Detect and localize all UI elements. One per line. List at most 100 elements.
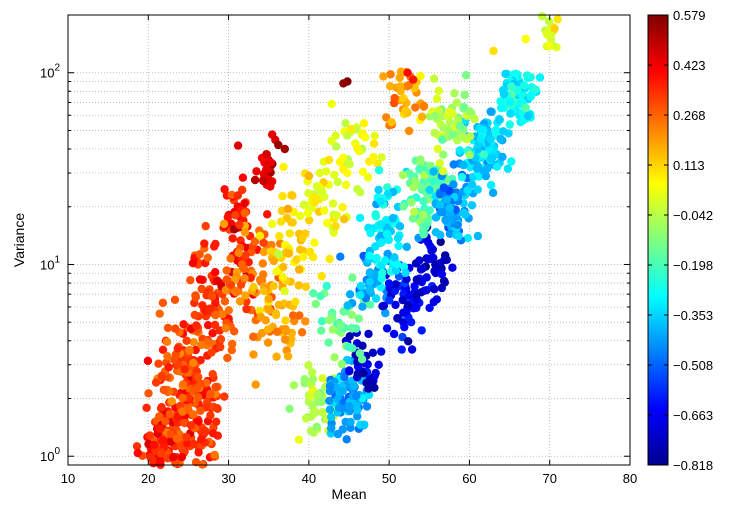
data-point	[156, 459, 165, 468]
data-point	[376, 220, 385, 229]
data-point	[189, 439, 199, 449]
colorbar-tick-label: −0.042	[673, 208, 713, 223]
data-point	[457, 133, 467, 142]
data-point	[348, 273, 357, 282]
data-point	[339, 79, 348, 88]
data-point	[201, 221, 210, 231]
data-point	[185, 345, 194, 355]
colorbar-tick-label: 0.423	[673, 58, 706, 73]
data-point	[457, 172, 467, 182]
data-point	[299, 252, 308, 262]
data-point	[203, 321, 213, 330]
data-point	[523, 111, 533, 121]
data-point	[427, 246, 436, 255]
data-point	[216, 335, 226, 344]
data-point	[513, 85, 522, 95]
data-point	[223, 353, 232, 363]
data-point	[323, 218, 332, 228]
data-point	[292, 255, 301, 264]
data-point	[279, 262, 288, 272]
data-point	[159, 385, 168, 395]
data-point	[383, 249, 392, 259]
data-point	[208, 429, 218, 438]
data-point	[364, 329, 373, 339]
data-point	[431, 213, 441, 222]
data-point	[453, 220, 462, 230]
data-point	[259, 286, 269, 296]
data-point	[223, 213, 232, 222]
data-point	[191, 458, 201, 467]
data-point	[259, 176, 268, 186]
data-point	[386, 82, 395, 91]
data-point	[473, 162, 483, 171]
data-point	[382, 223, 391, 232]
data-point	[194, 393, 203, 402]
x-tick-label: 30	[221, 471, 235, 486]
data-point	[263, 338, 273, 347]
y-axis-label: Variance	[11, 213, 27, 267]
data-point	[419, 197, 428, 206]
data-point	[237, 260, 247, 269]
data-point	[432, 94, 442, 104]
data-point	[497, 103, 506, 113]
data-point	[188, 259, 198, 268]
data-point	[431, 228, 441, 237]
data-point	[439, 150, 448, 159]
data-point	[283, 204, 293, 214]
data-point	[250, 175, 260, 185]
data-point	[430, 128, 439, 138]
data-point	[391, 280, 400, 289]
data-point	[317, 317, 327, 326]
data-point	[332, 142, 341, 151]
data-point	[334, 403, 344, 412]
data-point	[203, 253, 212, 262]
data-point	[371, 212, 381, 221]
data-point	[325, 405, 335, 414]
data-point	[220, 392, 229, 401]
data-point	[491, 125, 501, 134]
data-point	[222, 275, 232, 284]
data-point	[172, 434, 181, 443]
data-point	[429, 253, 438, 262]
data-point	[437, 270, 447, 279]
data-point	[363, 173, 373, 182]
data-point	[442, 195, 451, 204]
data-point	[143, 356, 153, 365]
data-point	[300, 378, 309, 388]
data-point	[353, 406, 362, 415]
data-point	[211, 382, 220, 392]
data-point	[271, 310, 281, 320]
data-point	[325, 382, 335, 391]
data-point	[275, 232, 284, 241]
x-tick-label: 10	[61, 471, 75, 486]
data-point	[383, 183, 392, 192]
data-point	[553, 15, 562, 24]
data-point	[324, 155, 334, 165]
data-point	[169, 452, 178, 462]
data-point	[332, 211, 341, 220]
data-point	[333, 429, 343, 439]
data-point	[227, 345, 236, 355]
data-point	[402, 275, 411, 284]
data-point	[192, 321, 201, 330]
data-point	[445, 203, 454, 212]
data-point	[407, 318, 416, 327]
data-point	[338, 203, 347, 212]
data-point	[283, 352, 293, 361]
data-point	[241, 291, 250, 300]
data-point	[312, 182, 322, 191]
data-point	[158, 345, 168, 354]
data-point	[404, 337, 413, 346]
data-point	[384, 279, 394, 288]
data-point	[327, 99, 336, 109]
data-points	[132, 12, 562, 470]
colorbar-ticks: 0.579 0.423 0.268 0.113 −0.042 −0.198 −0.353 −0…	[648, 8, 713, 473]
data-point	[289, 381, 299, 390]
data-point	[263, 210, 272, 219]
data-point	[347, 310, 356, 319]
data-point	[419, 101, 429, 111]
data-point	[448, 263, 457, 272]
data-point	[365, 268, 375, 278]
data-point	[207, 348, 216, 357]
colorbar-tick-label: 0.113	[673, 158, 705, 173]
